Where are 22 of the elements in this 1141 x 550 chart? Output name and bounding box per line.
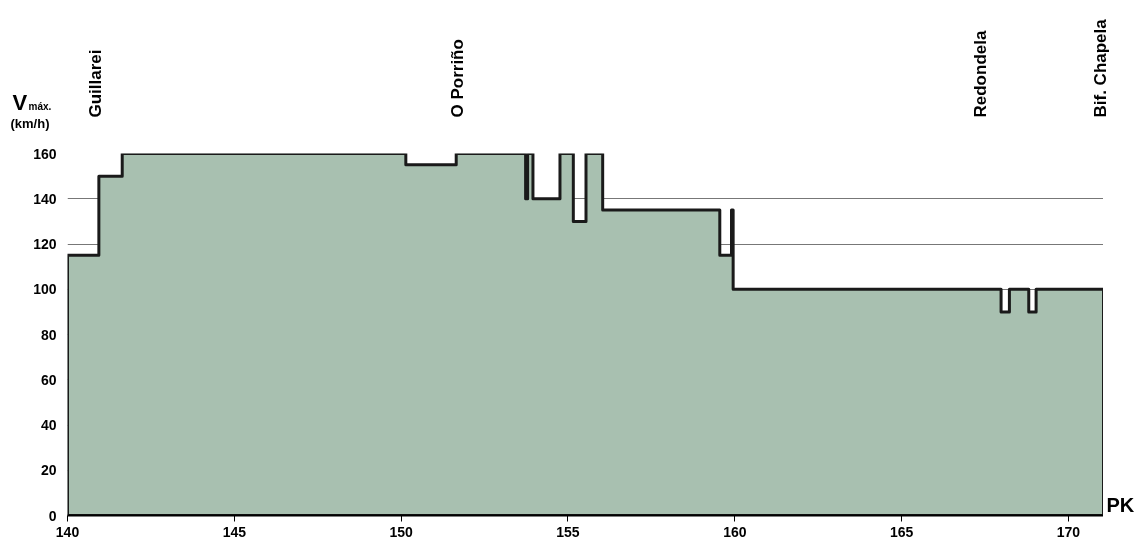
y-axis-title: Vmáx. (km/h): [10, 90, 52, 131]
y-tick-label: 80: [40, 326, 57, 343]
y-tick-label: 140: [33, 190, 57, 207]
y-tick-label: 60: [40, 371, 57, 388]
x-tick-label: 165: [889, 523, 914, 540]
x-tick-label: 170: [1056, 523, 1081, 540]
x-tick-label: 150: [389, 523, 414, 540]
text: Bif. Chapela: [1091, 18, 1110, 118]
x-tick-label: 160: [723, 523, 747, 540]
y-tick-label: 0: [48, 507, 57, 524]
text: Redondela: [971, 30, 990, 118]
y-tick-label: 120: [33, 236, 57, 252]
y-tick-label: 160: [33, 145, 57, 162]
x-axis-title: PK: [1106, 493, 1135, 516]
text: Guillarei: [86, 49, 105, 118]
y-tick-label: 20: [40, 462, 57, 479]
x-tick-label: 140: [55, 523, 80, 540]
x-tick-label: 145: [222, 523, 247, 540]
text: O Porriño: [448, 39, 467, 118]
y-tick-label: 100: [33, 281, 57, 298]
x-tick-label: 155: [556, 523, 580, 540]
y-tick-label: 40: [40, 417, 57, 433]
